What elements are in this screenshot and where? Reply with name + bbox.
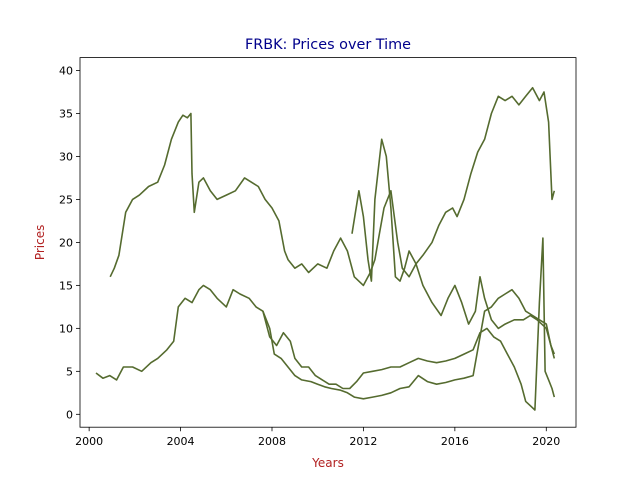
chart-title: FRBK: Prices over Time	[245, 37, 411, 53]
price-line-4	[262, 237, 556, 411]
y-tick-label: 5	[66, 365, 73, 378]
plot-marks	[95, 86, 556, 411]
x-tick-label: 2004	[167, 435, 195, 448]
price-line-1	[109, 86, 556, 287]
y-tick-label: 30	[59, 150, 73, 163]
x-tick-label: 2012	[349, 435, 377, 448]
x-axis-ticks: 2000 2004 2008 2012 2016 2020	[75, 427, 560, 448]
y-tick-label: 25	[59, 193, 73, 206]
x-axis-label: Years	[311, 456, 344, 470]
y-tick-label: 40	[59, 64, 73, 77]
y-axis-label: Prices	[33, 225, 47, 261]
price-line-3	[95, 284, 556, 400]
x-tick-label: 2008	[258, 435, 286, 448]
x-tick-label: 2000	[75, 435, 103, 448]
y-tick-label: 15	[59, 279, 73, 292]
plot-area-frame	[79, 57, 577, 428]
x-tick-label: 2020	[532, 435, 560, 448]
y-tick-label: 20	[59, 236, 73, 249]
y-tick-label: 10	[59, 322, 73, 335]
y-tick-label: 0	[66, 408, 73, 421]
y-tick-label: 35	[59, 107, 73, 120]
x-tick-label: 2016	[441, 435, 469, 448]
y-axis-ticks: 0 5 10 15 20 25 30 35 40	[59, 64, 80, 421]
price-line-2	[351, 138, 556, 355]
